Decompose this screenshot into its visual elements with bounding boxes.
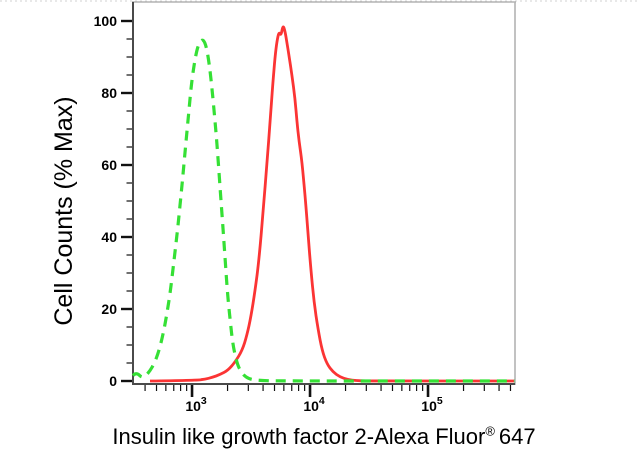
x-tick-label: 105 bbox=[421, 395, 443, 414]
y-tick-label: 100 bbox=[94, 13, 118, 29]
x-axis-ticks: 103 104 105 bbox=[144, 385, 512, 414]
registered-trademark-symbol: ® bbox=[485, 423, 495, 439]
x-axis-title-suffix: 647 bbox=[498, 424, 536, 449]
x-axis-title: Insulin like growth factor 2-Alexa Fluor… bbox=[0, 424, 640, 450]
series-curves bbox=[131, 25, 515, 383]
y-tick-label: 60 bbox=[101, 157, 117, 173]
y-tick-label: 0 bbox=[109, 373, 117, 389]
x-tick-label: 104 bbox=[303, 395, 325, 414]
y-tick-label: 40 bbox=[101, 229, 117, 245]
y-tick-label: 20 bbox=[101, 301, 117, 317]
plot-frame bbox=[0, 0, 640, 385]
axes bbox=[132, 2, 515, 385]
x-axis-title-text: Insulin like growth factor 2-Alexa Fluor bbox=[112, 424, 486, 449]
y-axis-ticks: 0 20 40 60 80 100 bbox=[94, 13, 132, 389]
series-curve-negative-control bbox=[131, 38, 515, 383]
y-axis-label: Cell Counts (% Max) bbox=[50, 96, 78, 326]
series-curve-igf2-alexa-fluor-647 bbox=[149, 25, 515, 383]
x-tick-label: 103 bbox=[185, 395, 207, 414]
y-tick-label: 80 bbox=[101, 85, 117, 101]
